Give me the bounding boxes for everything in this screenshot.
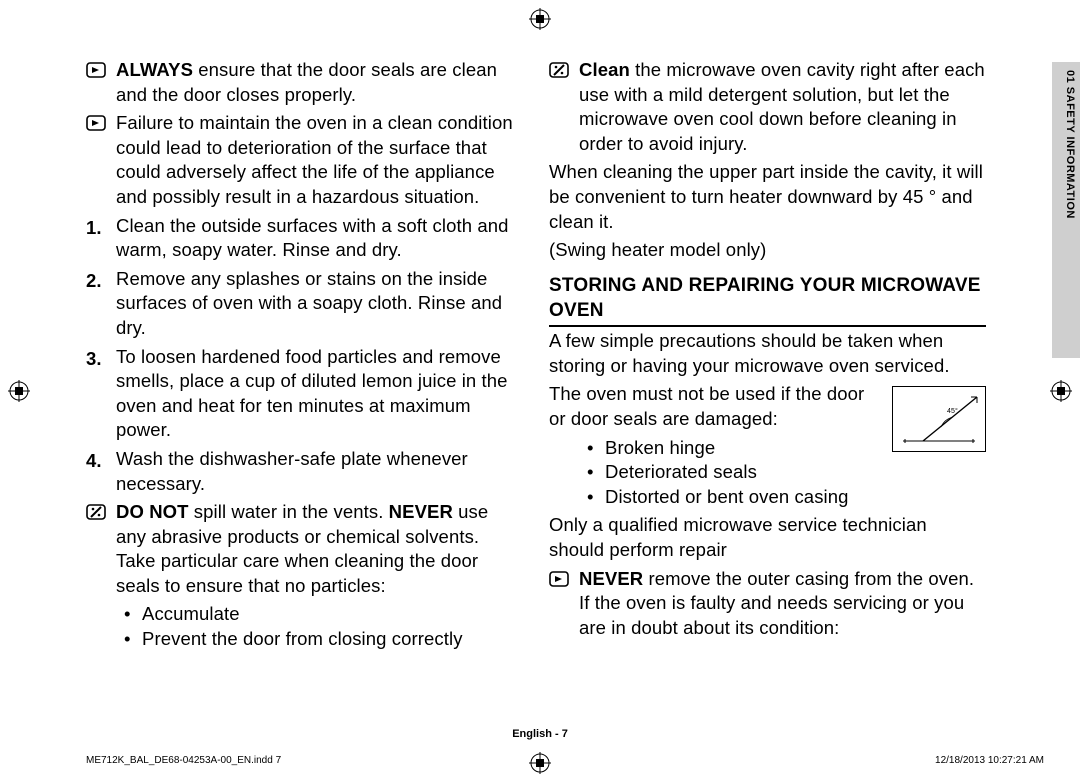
paragraph: A few simple precautions should be taken… bbox=[549, 329, 986, 378]
section-heading: STORING AND REPAIRING YOUR MICROWAVE OVE… bbox=[549, 273, 986, 328]
section-tab: 01 SAFETY INFORMATION bbox=[1052, 62, 1080, 358]
list-item: Clean the microwave oven cavity right af… bbox=[549, 58, 986, 156]
list-item-text: NEVER remove the outer casing from the o… bbox=[579, 567, 986, 641]
bullet-text: Distorted or bent oven casing bbox=[605, 485, 849, 510]
list-item: 2.Remove any splashes or stains on the i… bbox=[86, 267, 523, 341]
list-item: 1.Clean the outside surfaces with a soft… bbox=[86, 214, 523, 263]
bullet-text: Broken hinge bbox=[605, 436, 715, 461]
paragraph: (Swing heater model only) bbox=[549, 238, 986, 263]
slash-box-icon bbox=[86, 500, 116, 598]
list-number: 2. bbox=[86, 267, 116, 341]
arrow-box-icon bbox=[549, 567, 579, 641]
list-number: 3. bbox=[86, 345, 116, 443]
crop-mark-icon bbox=[529, 752, 551, 774]
paragraph: When cleaning the upper part inside the … bbox=[549, 160, 986, 234]
list-item-text: To loosen hardened food particles and re… bbox=[116, 345, 523, 443]
bullet-dot-icon: • bbox=[587, 460, 605, 485]
bullet-item: •Deteriorated seals bbox=[587, 460, 986, 485]
list-item: Failure to maintain the oven in a clean … bbox=[86, 111, 523, 209]
bullet-dot-icon: • bbox=[587, 485, 605, 510]
bullet-dot-icon: • bbox=[124, 627, 142, 652]
list-item-text: Failure to maintain the oven in a clean … bbox=[116, 111, 523, 209]
list-number: 4. bbox=[86, 447, 116, 496]
list-item-text: Clean the outside surfaces with a soft c… bbox=[116, 214, 523, 263]
list-item: 3.To loosen hardened food particles and … bbox=[86, 345, 523, 443]
bullet-item: •Broken hinge bbox=[587, 436, 884, 461]
footer-timestamp: 12/18/2013 10:27:21 AM bbox=[935, 755, 1044, 766]
list-item-text: Remove any splashes or stains on the ins… bbox=[116, 267, 523, 341]
slash-box-icon bbox=[549, 58, 579, 156]
list-item: ALWAYS ensure that the door seals are cl… bbox=[86, 58, 523, 107]
list-item: DO NOT spill water in the vents. NEVER u… bbox=[86, 500, 523, 598]
bullet-item: •Prevent the door from closing correctly bbox=[124, 627, 523, 652]
section-tab-label: 01 SAFETY INFORMATION bbox=[1056, 70, 1076, 270]
list-item-text: ALWAYS ensure that the door seals are cl… bbox=[116, 58, 523, 107]
list-item: NEVER remove the outer casing from the o… bbox=[549, 567, 986, 641]
list-number: 1. bbox=[86, 214, 116, 263]
list-item-text: Clean the microwave oven cavity right af… bbox=[579, 58, 986, 156]
right-column: Clean the microwave oven cavity right af… bbox=[549, 58, 986, 718]
crop-mark-icon bbox=[529, 8, 551, 30]
svg-text:45°: 45° bbox=[947, 407, 958, 415]
list-item-text: Wash the dishwasher-safe plate whenever … bbox=[116, 447, 523, 496]
paragraph: 45°The oven must not be used if the door… bbox=[549, 382, 986, 431]
footer-filename: ME712K_BAL_DE68-04253A-00_EN.indd 7 bbox=[86, 755, 281, 766]
crop-mark-icon bbox=[1050, 380, 1072, 402]
page-number: English - 7 bbox=[0, 728, 1080, 740]
bullet-text: Prevent the door from closing correctly bbox=[142, 627, 463, 652]
crop-mark-icon bbox=[8, 380, 30, 402]
bullet-dot-icon: • bbox=[587, 436, 605, 461]
page-content: ALWAYS ensure that the door seals are cl… bbox=[86, 58, 986, 718]
list-item: 4.Wash the dishwasher-safe plate wheneve… bbox=[86, 447, 523, 496]
heater-angle-figure: 45° bbox=[892, 386, 986, 452]
list-item-text: DO NOT spill water in the vents. NEVER u… bbox=[116, 500, 523, 598]
bullet-item: •Distorted or bent oven casing bbox=[587, 485, 986, 510]
bullet-item: •Accumulate bbox=[124, 602, 523, 627]
bullet-text: Deteriorated seals bbox=[605, 460, 757, 485]
arrow-box-icon bbox=[86, 58, 116, 107]
left-column: ALWAYS ensure that the door seals are cl… bbox=[86, 58, 523, 718]
bullet-text: Accumulate bbox=[142, 602, 240, 627]
bullet-dot-icon: • bbox=[124, 602, 142, 627]
arrow-box-icon bbox=[86, 111, 116, 209]
paragraph: Only a qualified microwave service techn… bbox=[549, 513, 986, 562]
bullet-list: •Accumulate•Prevent the door from closin… bbox=[124, 602, 523, 651]
